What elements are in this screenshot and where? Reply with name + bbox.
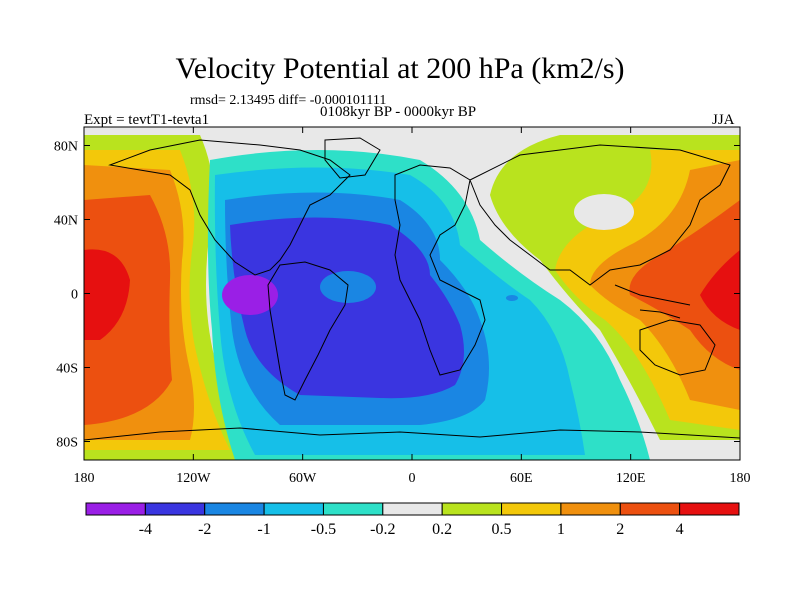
lat-tick-label: 40S [56, 362, 78, 377]
stats-label: rmsd= 2.13495 diff= -0.000101111 [190, 93, 387, 108]
colorbar-label: 1 [557, 521, 565, 538]
colorbar-label: 0.5 [492, 521, 512, 538]
lon-tick-label: 60W [289, 471, 317, 486]
experiment-label: Expt = tevtT1-tevta1 [84, 112, 210, 128]
colorbar-box [144, 502, 206, 516]
asia-positive-region-4 [629, 200, 740, 370]
lat-tick-label: 0 [71, 288, 78, 303]
antarctica-coast [84, 427, 740, 441]
colorbar-box [441, 502, 503, 516]
lat-tick-label: 40N [54, 214, 78, 229]
lon-tick-label: 120W [176, 471, 211, 486]
central-asia-near-zero [574, 194, 634, 230]
colorbar-box [382, 502, 443, 516]
indian-ocean-spot [506, 295, 518, 301]
pacific-positive-max [84, 249, 130, 340]
colorbar-label: -2 [198, 521, 211, 538]
contour-field [84, 127, 740, 460]
australia-coast [639, 319, 716, 376]
chart-title: Velocity Potential at 200 hPa (km2/s) [175, 52, 625, 85]
colorbar-box [204, 502, 265, 516]
lon-tick-label: 180 [730, 471, 751, 486]
season-label: JJA [712, 112, 735, 128]
asia-positive-max [700, 250, 740, 330]
colorbar-labels: -4 -2 -1 -0.5 -0.2 0.2 0.5 1 2 4 [139, 521, 684, 538]
lon-tick-label: 180 [74, 471, 95, 486]
colorbar-box [679, 502, 740, 516]
colorbar-label: -0.5 [311, 521, 336, 538]
colorbar-label: 4 [676, 521, 684, 538]
colorbar-label: -0.2 [370, 521, 395, 538]
lat-tick-label: 80N [54, 140, 78, 155]
europe-africa-coast [394, 164, 486, 376]
lon-tick-label: 0 [409, 471, 416, 486]
colorbar-box [501, 502, 562, 516]
colorbar-box [85, 502, 146, 516]
eastern-pacific-minimum [222, 275, 278, 315]
lat-tick-label: 80S [56, 436, 78, 451]
colorbar-box [619, 502, 681, 516]
colorbar-box [263, 502, 324, 516]
colorbar-boxes [85, 502, 740, 516]
atlantic-negative-core [230, 217, 464, 399]
maritime-continent-coast [614, 284, 691, 319]
colorbar-label: -4 [139, 521, 152, 538]
asia-coast [469, 144, 731, 286]
colorbar-box [322, 502, 384, 516]
greenland-coast [324, 137, 381, 179]
coastlines [84, 137, 740, 441]
period-label: 0108kyr BP - 0000kyr BP [320, 104, 477, 120]
axis-ticks: 180 120W 60W 0 60E 120E 180 80N 40N 0 40S 80S [54, 127, 751, 486]
colorbar-label: -1 [257, 521, 270, 538]
colorbar-label: 0.2 [432, 521, 452, 538]
lon-tick-label: 120E [616, 471, 646, 486]
colorbar-label: 2 [616, 521, 624, 538]
colorbar-box [560, 502, 621, 516]
north-america-coast [108, 139, 351, 276]
lon-tick-label: 60E [510, 471, 533, 486]
south-america-coast [267, 261, 349, 401]
